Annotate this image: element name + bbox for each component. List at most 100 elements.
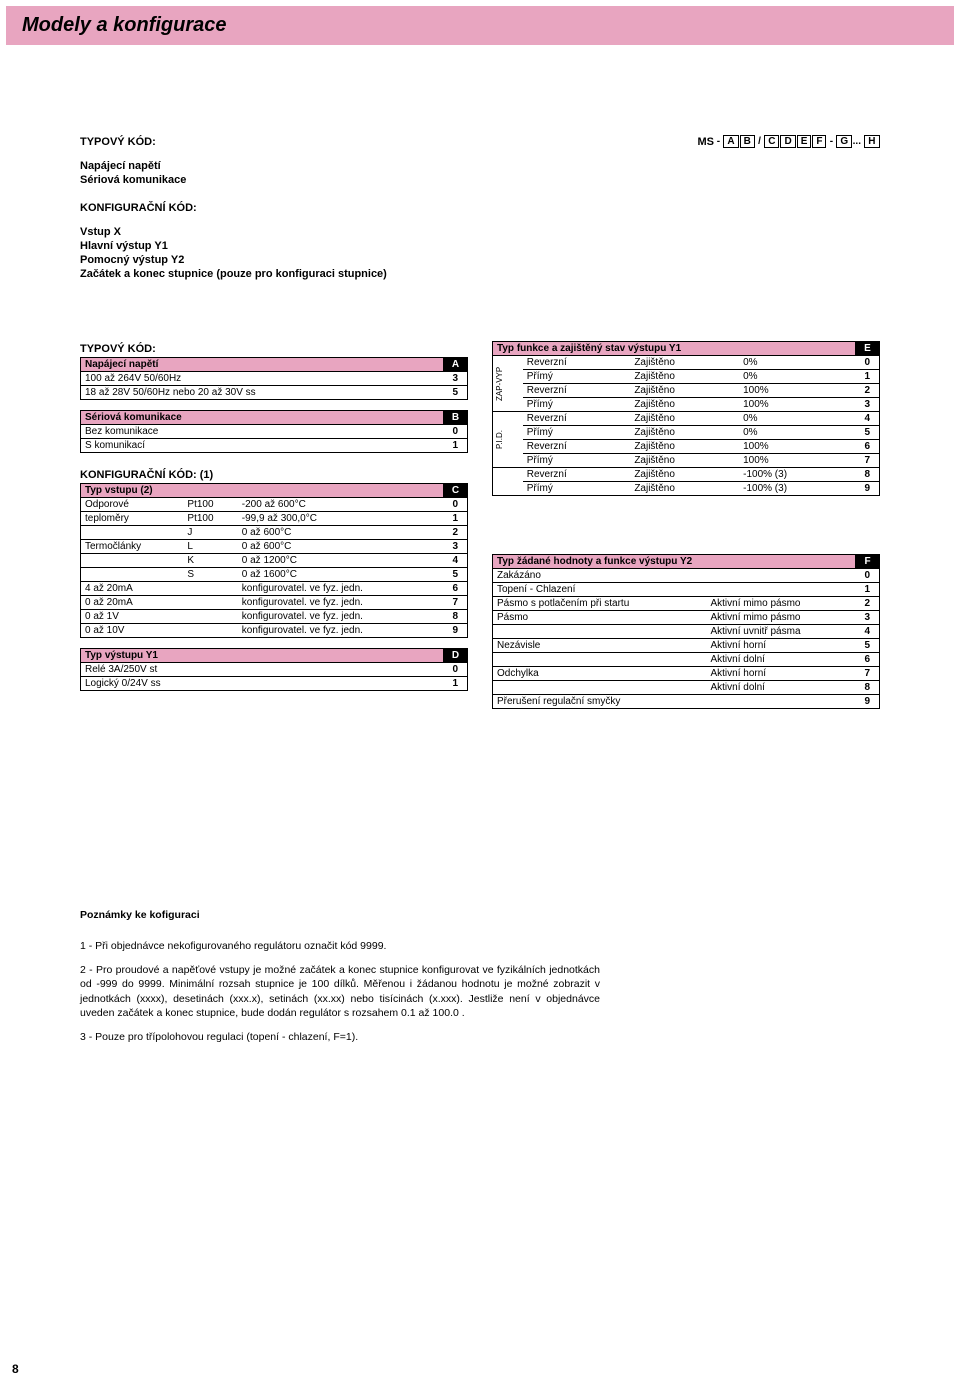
cell: 9 (856, 482, 880, 496)
table-row: TermočlánkyL0 až 600°C3 (81, 540, 468, 554)
sep: / (755, 136, 763, 147)
table-row: Aktivní dolní8 (493, 681, 880, 695)
cell: Přímý (523, 398, 631, 412)
cell: Odchylka (493, 667, 707, 681)
cell (706, 695, 855, 709)
config-header: KONFIGURAČNÍ KÓD: (1) (80, 469, 468, 481)
input-type-table: Typ vstupu (2) C OdporovéPt100-200 až 60… (80, 483, 468, 638)
cell: Reverzní (523, 468, 631, 482)
func-y1-table: Typ funkce a zajištěný stav výstupu Y1 E… (492, 341, 880, 496)
code-box-h: H (864, 135, 879, 148)
table-row: Typ funkce a zajištěný stav výstupu Y1 E (493, 342, 880, 356)
cell: Reverzní (523, 356, 631, 370)
cell: 8 (444, 610, 468, 624)
func-y1-code: E (856, 342, 880, 356)
code-box-e: E (797, 135, 812, 148)
cell: 0 až 1200°C (238, 554, 444, 568)
serial-header: Sériová komunikace (81, 411, 444, 425)
cell: Přímý (523, 482, 631, 496)
func-y2-table: Typ žádané hodnoty a funkce výstupu Y2 F… (492, 554, 880, 709)
cell: 8 (856, 468, 880, 482)
cell: 5 (856, 639, 880, 653)
sep: - (827, 136, 836, 147)
cell: Aktivní horní (706, 667, 855, 681)
table-row: ReverzníZajištěno100%6 (493, 440, 880, 454)
cell: Přímý (523, 370, 631, 384)
cell: 0 (444, 425, 468, 439)
content: TYPOVÝ KÓD: MS - A B / C D E F - G ... H (0, 135, 960, 709)
code-box-f: F (812, 135, 826, 148)
cell (493, 681, 707, 695)
cell: Reverzní (523, 440, 631, 454)
right-col: Typ funkce a zajištěný stav výstupu Y1 E… (492, 325, 880, 709)
cell: S komunikací (81, 439, 444, 453)
table-row: Relé 3A/250V st0 (81, 663, 468, 677)
cell: 2 (444, 526, 468, 540)
func-y1-header: Typ funkce a zajištěný stav výstupu Y1 (493, 342, 856, 356)
cell: 0 až 1V (81, 610, 238, 624)
table-row: Napájecí napětí A (81, 358, 468, 372)
cell: 0 až 600°C (238, 540, 444, 554)
cell: konfigurovatel. ve fyz. jedn. (238, 624, 444, 638)
page-number: 8 (12, 1362, 19, 1376)
group-label (493, 468, 523, 496)
cell: Aktivní dolní (706, 653, 855, 667)
supply-table: Napájecí napětí A 100 až 264V 50/60Hz3 1… (80, 357, 468, 400)
cell: Aktivní mimo pásmo (706, 597, 855, 611)
cell: 5 (444, 386, 468, 400)
sep: - (714, 136, 723, 147)
table-row: NezávisleAktivní horní5 (493, 639, 880, 653)
cell: Zajištěno (630, 482, 739, 496)
note-2: 2 - Pro proudové a napěťové vstupy je mo… (80, 963, 600, 1020)
out-y1-code: D (444, 649, 468, 663)
cell: Zajištěno (630, 356, 739, 370)
cell: 9 (444, 624, 468, 638)
table-row: ZAP-VYPReverzníZajištěno0%0 (493, 356, 880, 370)
note-1: 1 - Při objednávce nekofigurovaného regu… (80, 939, 880, 953)
table-row: Typ vstupu (2) C (81, 484, 468, 498)
left-type-code-header: TYPOVÝ KÓD: (80, 343, 468, 355)
cell (493, 625, 707, 639)
table-row: 0 až 20mAkonfigurovatel. ve fyz. jedn.7 (81, 596, 468, 610)
input-type-header: Typ vstupu (2) (81, 484, 444, 498)
cell: Zajištěno (630, 384, 739, 398)
cell: 0 (444, 498, 468, 512)
cell: -100% (3) (739, 468, 855, 482)
cell: 0 až 10V (81, 624, 238, 638)
cell: Zajištěno (630, 426, 739, 440)
cell: konfigurovatel. ve fyz. jedn. (238, 610, 444, 624)
cell: 4 až 20mA (81, 582, 238, 596)
cell: 8 (856, 681, 880, 695)
cell (81, 526, 184, 540)
cell: 0 až 1600°C (238, 568, 444, 582)
page: Modely a konfigurace TYPOVÝ KÓD: MS - A … (0, 6, 960, 1084)
table-row: Aktivní dolní6 (493, 653, 880, 667)
cell: 3 (444, 540, 468, 554)
cell: Pt100 (183, 512, 237, 526)
cell: Reverzní (523, 384, 631, 398)
table-row: P.I.D.ReverzníZajištěno0%4 (493, 412, 880, 426)
cell: L (183, 540, 237, 554)
cell: 1 (444, 677, 468, 691)
cell: 7 (856, 454, 880, 468)
table-row: ReverzníZajištěno-100% (3)8 (493, 468, 880, 482)
cell: 0 až 600°C (238, 526, 444, 540)
cell: 2 (856, 597, 880, 611)
table-row: PásmoAktivní mimo pásmo3 (493, 611, 880, 625)
table-row: Aktivní uvnitř pásma4 (493, 625, 880, 639)
table-row: 0 až 1Vkonfigurovatel. ve fyz. jedn.8 (81, 610, 468, 624)
input-type-code: C (444, 484, 468, 498)
table-row: PřímýZajištěno0%1 (493, 370, 880, 384)
title-bar: Modely a konfigurace (6, 6, 954, 45)
cell: 18 až 28V 50/60Hz nebo 20 až 30V ss (81, 386, 444, 400)
table-row: OdporovéPt100-200 až 600°C0 (81, 498, 468, 512)
cell: 100% (739, 454, 855, 468)
cell: Pt100 (183, 498, 237, 512)
code-box-c: C (764, 135, 779, 148)
type-code-prefix: MS (698, 136, 715, 148)
table-row: PřímýZajištěno100%3 (493, 398, 880, 412)
cell: 0% (739, 370, 855, 384)
cell: 7 (856, 667, 880, 681)
cell: 3 (856, 611, 880, 625)
table-row: Logický 0/24V ss1 (81, 677, 468, 691)
